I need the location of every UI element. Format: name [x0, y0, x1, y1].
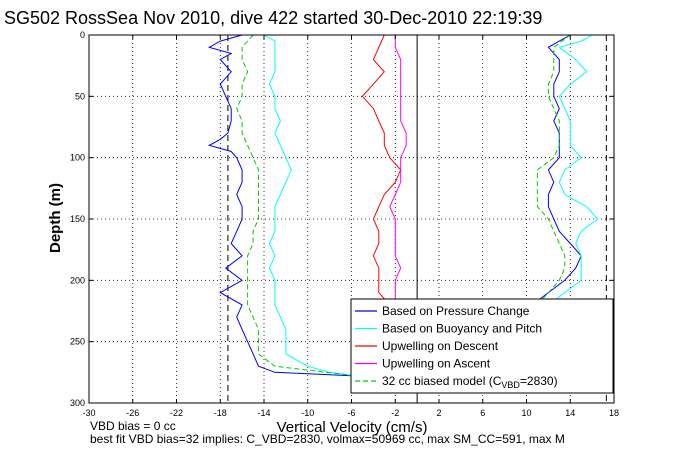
x-tick-label: -6: [347, 408, 355, 418]
x-tick-label: -30: [82, 408, 95, 418]
x-tick-label: -26: [126, 408, 139, 418]
x-tick-label: -14: [257, 408, 270, 418]
x-axis-label: Vertical Velocity (cm/s): [277, 419, 428, 436]
y-tick-label: 150: [70, 214, 85, 224]
legend-label: Based on Buoyancy and Pitch: [382, 322, 542, 336]
legend-label: 32 cc biased model (CVBD=2830): [382, 374, 558, 390]
legend: Based on Pressure Change Based on Buoyanc…: [350, 298, 614, 394]
legend-label: Upwelling on Descent: [382, 339, 499, 353]
x-tick-label: -18: [214, 408, 227, 418]
y-tick-label: 0: [80, 30, 85, 40]
legend-label: Upwelling on Ascent: [382, 357, 491, 371]
legend-label: Based on Pressure Change: [382, 304, 530, 318]
series-layer: [207, 34, 599, 377]
x-tick-label: -2: [391, 408, 399, 418]
y-axis-label: Depth (m): [47, 183, 64, 253]
y-tick-label: 50: [75, 91, 85, 101]
y-tick-label: 100: [70, 153, 85, 163]
x-tick-label: 14: [565, 408, 575, 418]
x-tick-label: -10: [301, 408, 314, 418]
series-5-line-ascent: [536, 34, 571, 306]
x-tick-label: 18: [609, 408, 619, 418]
best-fit-note: best fit VBD bias=32 implies: C_VBD=2830…: [90, 432, 565, 446]
tick-layer: -30 -26 -22 -18 -14 -10 -6 -2 2 6 10 14 180501001502…: [70, 30, 619, 418]
x-tick-label: 10: [521, 408, 531, 418]
series-1-line-ascent: [531, 34, 582, 306]
y-tick-label: 300: [70, 398, 85, 408]
y-tick-label: 200: [70, 275, 85, 285]
series-2-line-ascent: [548, 34, 599, 306]
x-tick-label: -22: [170, 408, 183, 418]
series-2-line-descent: [263, 34, 358, 377]
series-1-line-descent: [207, 34, 358, 377]
x-tick-label: 6: [480, 408, 485, 418]
y-tick-label: 250: [70, 337, 85, 347]
chart-title: SG502 RossSea Nov 2010, dive 422 started…: [4, 8, 542, 28]
series-4-line: [389, 35, 407, 299]
x-tick-label: 2: [436, 408, 441, 418]
vbd-bias-note: VBD bias = 0 cc: [90, 419, 176, 433]
legend-box: [350, 298, 614, 394]
series-5-line-descent: [236, 34, 358, 377]
